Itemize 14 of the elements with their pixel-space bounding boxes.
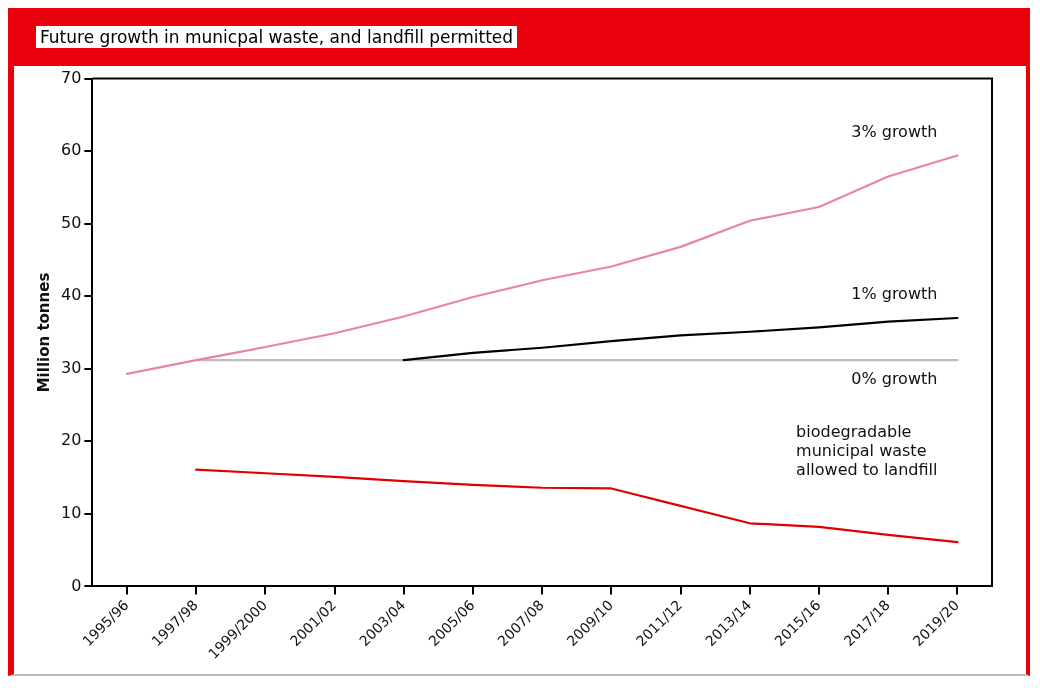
series-label: 3% growth — [851, 121, 938, 141]
series-label: 1% growth — [851, 284, 938, 304]
y-tick-label: 30 — [61, 357, 82, 377]
y-tick-label: 0 — [71, 575, 82, 595]
chart-title: Future growth in municpal waste, and landfill permitted — [36, 26, 518, 48]
series-label: 0% growth — [851, 369, 938, 389]
y-tick-label: 20 — [61, 430, 82, 450]
y-tick-label: 60 — [61, 140, 82, 160]
y-axis-title: Million tonnes — [34, 272, 53, 393]
y-tick-label: 10 — [61, 503, 82, 523]
y-tick-label: 50 — [61, 212, 82, 232]
y-tick-label: 40 — [61, 285, 82, 305]
text: biodegradable municipal waste allowed to landfill — [796, 422, 938, 480]
y-tick-label: 70 — [61, 67, 82, 87]
